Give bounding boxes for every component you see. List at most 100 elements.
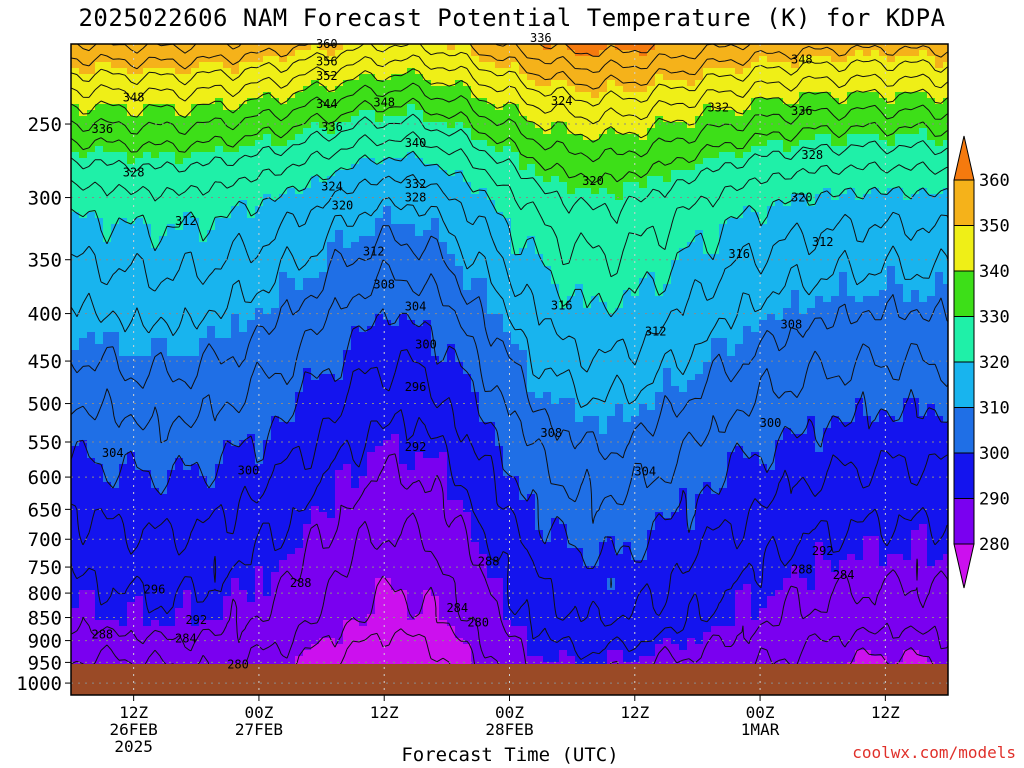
contour-fill-cell xyxy=(847,86,856,93)
contour-fill-cell xyxy=(239,92,248,99)
contour-fill-cell xyxy=(919,128,928,135)
contour-fill-cell xyxy=(583,164,592,171)
contour-fill-cell xyxy=(103,248,112,255)
contour-fill-cell xyxy=(607,56,616,63)
contour-fill-cell xyxy=(639,308,648,315)
contour-fill-cell xyxy=(919,44,928,51)
contour-fill-cell xyxy=(231,284,240,291)
contour-fill-cell xyxy=(751,296,760,303)
contour-fill-cell xyxy=(943,164,948,171)
contour-fill-cell xyxy=(783,224,792,231)
contour-fill-cell xyxy=(895,272,904,279)
contour-fill-cell xyxy=(583,176,592,183)
contour-fill-cell xyxy=(247,164,256,171)
contour-fill-cell xyxy=(399,182,408,189)
contour-fill-cell xyxy=(599,212,608,219)
contour-fill-cell xyxy=(95,284,104,291)
contour-fill-cell xyxy=(719,284,728,291)
contour-fill-cell xyxy=(655,104,664,111)
contour-fill-cell xyxy=(351,248,360,255)
contour-fill-cell xyxy=(751,62,760,69)
contour-fill-cell xyxy=(191,134,200,141)
contour-fill-cell xyxy=(463,272,472,279)
contour-fill-cell xyxy=(543,302,552,309)
contour-fill-cell xyxy=(263,110,272,117)
contour-fill-cell xyxy=(719,272,728,279)
contour-fill-cell xyxy=(839,146,848,153)
contour-fill-cell xyxy=(135,110,144,117)
contour-fill-cell xyxy=(383,134,392,141)
contour-fill-cell xyxy=(863,164,872,171)
contour-fill-cell xyxy=(399,146,408,153)
contour-fill-cell xyxy=(567,194,576,201)
contour-fill-cell xyxy=(207,248,216,255)
contour-fill-cell xyxy=(431,212,440,219)
contour-fill-cell xyxy=(407,56,416,63)
contour-fill-cell xyxy=(943,86,948,93)
contour-fill-cell xyxy=(871,92,880,99)
contour-fill-cell xyxy=(695,182,704,189)
contour-fill-cell xyxy=(519,62,528,69)
contour-fill-cell xyxy=(423,104,432,111)
contour-fill-cell xyxy=(463,86,472,93)
contour-fill-cell xyxy=(87,44,96,51)
contour-fill-cell xyxy=(839,170,848,177)
contour-fill-cell xyxy=(191,230,200,237)
contour-fill-cell xyxy=(375,182,384,189)
contour-fill-cell xyxy=(391,212,400,219)
contour-fill-cell xyxy=(727,158,736,165)
contour-fill-cell xyxy=(383,212,392,219)
contour-fill-cell xyxy=(407,194,416,201)
contour-fill-cell xyxy=(599,218,608,225)
contour-fill-cell xyxy=(463,74,472,81)
contour-fill-cell xyxy=(351,200,360,207)
contour-fill-cell xyxy=(487,290,496,297)
contour-fill-cell xyxy=(287,182,296,189)
contour-fill-cell xyxy=(287,104,296,111)
contour-fill-cell xyxy=(319,158,328,165)
contour-fill-cell xyxy=(943,206,948,213)
contour-fill-cell xyxy=(863,302,872,309)
contour-fill-cell xyxy=(367,314,376,321)
contour-fill-cell xyxy=(407,128,416,135)
contour-fill-cell xyxy=(271,92,280,99)
contour-fill-cell xyxy=(831,188,840,195)
contour-fill-cell xyxy=(151,104,160,111)
contour-fill-cell xyxy=(495,128,504,135)
contour-fill-cell xyxy=(71,248,80,255)
contour-fill-cell xyxy=(231,116,240,123)
contour-fill-cell xyxy=(367,308,376,315)
contour-fill-cell xyxy=(727,98,736,105)
contour-fill-cell xyxy=(543,152,552,159)
contour-fill-cell xyxy=(151,158,160,165)
contour-fill-cell xyxy=(335,284,344,291)
contour-fill-cell xyxy=(399,98,408,105)
contour-fill-cell xyxy=(847,242,856,249)
contour-fill-cell xyxy=(415,200,424,207)
contour-fill-cell xyxy=(231,248,240,255)
contour-fill-cell xyxy=(711,116,720,123)
contour-fill-cell xyxy=(447,224,456,231)
contour-fill-cell xyxy=(255,296,264,303)
contour-fill-cell xyxy=(119,290,128,297)
contour-fill-cell xyxy=(695,224,704,231)
contour-fill-cell xyxy=(575,116,584,123)
contour-fill-cell xyxy=(95,314,104,321)
contour-fill-cell xyxy=(599,302,608,309)
contour-fill-cell xyxy=(223,314,232,321)
contour-fill-cell xyxy=(423,272,432,279)
contour-fill-cell xyxy=(431,68,440,75)
contour-fill-cell xyxy=(479,272,488,279)
contour-fill-cell xyxy=(335,254,344,261)
contour-fill-cell xyxy=(535,164,544,171)
contour-fill-cell xyxy=(527,278,536,285)
contour-fill-cell xyxy=(463,284,472,291)
contour-fill-cell xyxy=(375,116,384,123)
contour-fill-cell xyxy=(279,284,288,291)
contour-fill-cell xyxy=(735,194,744,201)
contour-fill-cell xyxy=(631,224,640,231)
contour-fill-cell xyxy=(887,272,896,279)
contour-fill-cell xyxy=(407,86,416,93)
contour-fill-cell xyxy=(919,140,928,147)
contour-fill-cell xyxy=(599,170,608,177)
